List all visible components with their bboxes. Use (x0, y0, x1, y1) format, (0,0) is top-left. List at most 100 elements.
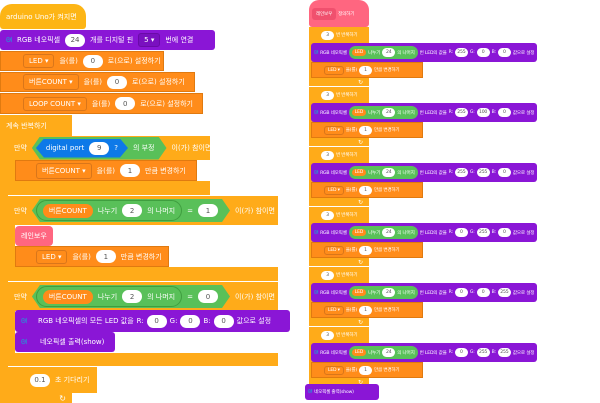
divisor-input[interactable]: 24 (382, 288, 396, 297)
neopixel-connect-block[interactable]: ᘛ RGB 네오픽셀 24 개를 디지털 핀 5 ▾ 번에 연결 (0, 30, 215, 50)
mod-operator[interactable]: LED 나누기 24 의 나머지 (348, 46, 418, 59)
set-button-count-block[interactable]: 버튼COUNT ▾ 을(를) 0 로(으로) 설정하기 (0, 72, 195, 92)
mod-operator[interactable]: 버튼COUNT 나누기 2 의 나머지 (36, 286, 182, 307)
forever-block[interactable]: 계속 반복하기 (0, 115, 72, 136)
neopixel-show-block[interactable]: ᘛ 네오픽셀 출력(show) (15, 332, 115, 352)
value-input[interactable]: 0 (107, 75, 127, 89)
g-input[interactable]: 255 (476, 228, 490, 237)
wait-block[interactable]: 0.1 초 기다리기 (8, 367, 97, 393)
times-input[interactable]: 3 (321, 90, 334, 100)
led-variable[interactable]: LED (351, 289, 367, 296)
g-input[interactable]: 100 (476, 108, 490, 117)
divisor-input[interactable]: 24 (382, 348, 396, 357)
mod-operator[interactable]: LED 나누기 24 의 나머지 (348, 286, 418, 299)
divisor-input[interactable]: 24 (382, 48, 396, 57)
value-input[interactable]: 1 (120, 164, 140, 177)
led-variable[interactable]: LED (351, 49, 367, 56)
mod-operator[interactable]: 버튼COUNT 나누기 2 의 나머지 (36, 200, 182, 221)
neopixel-show-block[interactable]: ᘛ 네오픽셀 출력(show) (305, 384, 379, 400)
count-input[interactable]: 24 (65, 33, 86, 47)
b-input[interactable]: 255 (497, 288, 511, 297)
pin-dropdown[interactable]: 5 ▾ (138, 33, 161, 47)
led-variable[interactable]: LED (351, 349, 367, 356)
var-dropdown[interactable]: LED ▾ (36, 249, 68, 264)
var-dropdown[interactable]: LED ▾ (324, 65, 344, 75)
change-led-block[interactable]: LED ▾ 을(를) 1 만큼 변경하기 (311, 182, 423, 198)
g-input[interactable]: 0 (180, 314, 201, 328)
set-led-color-block[interactable]: ᘛ RGB 네오픽셀 LED 나누기 24 의 나머지 번 LED의 값을 R: 0 G… (311, 343, 538, 362)
if-block-1[interactable]: 만약 digital port 9? 의 부정 이(가) 참이면 (8, 136, 211, 160)
set-led-color-block[interactable]: ᘛ RGB 네오픽셀 LED 나누기 24 의 나머지 번 LED의 값을 R: 255… (311, 103, 538, 122)
g-input[interactable]: 255 (476, 168, 490, 177)
change-led-block[interactable]: LED ▾ 을(를) 1 만큼 변경하기 (311, 362, 423, 378)
change-button-count-block[interactable]: 버튼COUNT ▾ 을(를) 1 만큼 변경하기 (15, 160, 197, 181)
divisor-input[interactable]: 2 (122, 290, 142, 303)
times-input[interactable]: 3 (321, 270, 334, 280)
led-variable[interactable]: LED (351, 229, 367, 236)
times-input[interactable]: 3 (321, 330, 334, 340)
compare-input[interactable]: 1 (198, 204, 218, 217)
set-led-color-block[interactable]: ᘛ RGB 네오픽셀 LED 나누기 24 의 나머지 번 LED의 값을 R: 0 G… (311, 223, 538, 242)
change-led-block[interactable]: LED ▾ 을(를) 1 만큼 변경하기 (311, 122, 423, 138)
value-input[interactable]: 1 (359, 365, 373, 375)
g-input[interactable]: 255 (476, 348, 490, 357)
var-dropdown[interactable]: 버튼COUNT ▾ (36, 162, 92, 179)
change-led-block[interactable]: LED ▾ 을(를) 1 만큼 변경하기 (311, 302, 423, 318)
change-led-block[interactable]: LED ▾ 을(를) 1 만큼 변경하기 (311, 62, 423, 78)
value-input[interactable]: 0 (115, 97, 136, 110)
times-input[interactable]: 3 (321, 30, 334, 40)
times-input[interactable]: 3 (321, 150, 334, 160)
var-dropdown[interactable]: LED ▾ (324, 365, 344, 375)
b-input[interactable]: 0 (497, 108, 511, 117)
if-block-3[interactable]: 만약 버튼COUNT 나누기 2 의 나머지 = 0 이(가) 참이면 (8, 282, 278, 311)
mod-operator[interactable]: LED 나누기 24 의 나머지 (348, 226, 418, 239)
value-input[interactable]: 1 (359, 245, 373, 255)
r-input[interactable]: 255 (454, 168, 468, 177)
divisor-input[interactable]: 2 (122, 204, 142, 217)
port-input[interactable]: 9 (89, 142, 109, 155)
times-input[interactable]: 3 (321, 210, 334, 220)
divisor-input[interactable]: 24 (382, 108, 396, 117)
g-input[interactable]: 0 (476, 288, 490, 297)
b-input[interactable]: 0 (213, 314, 234, 328)
set-led-color-block[interactable]: ᘛ RGB 네오픽셀 LED 나누기 24 의 나머지 번 LED의 값을 R: 255… (311, 43, 538, 62)
value-input[interactable]: 1 (359, 125, 373, 135)
mod-operator[interactable]: LED 나누기 24 의 나머지 (348, 166, 418, 179)
g-input[interactable]: 0 (476, 48, 490, 57)
b-input[interactable]: 0 (497, 48, 511, 57)
r-input[interactable]: 0 (146, 314, 167, 328)
mod-operator[interactable]: LED 나누기 24 의 나머지 (348, 346, 418, 359)
r-input[interactable]: 0 (454, 348, 468, 357)
r-input[interactable]: 255 (454, 108, 468, 117)
when-arduino-starts-hat[interactable]: arduino Uno가 켜지면 (0, 4, 86, 29)
change-led-block[interactable]: LED ▾ 을(를) 1 만큼 변경하기 (15, 246, 169, 267)
var-dropdown[interactable]: LED ▾ (324, 305, 344, 315)
mod-operator[interactable]: LED 나누기 24 의 나머지 (348, 106, 418, 119)
set-all-leds-block[interactable]: ᘛ RGB 네오픽셀의 모든 LED 값을 R: 0 G: 0 B: 0 값으로 설정 (15, 310, 290, 332)
r-input[interactable]: 0 (454, 288, 468, 297)
b-input[interactable]: 255 (497, 348, 511, 357)
divisor-input[interactable]: 24 (382, 168, 396, 177)
b-input[interactable]: 0 (497, 228, 511, 237)
set-loop-count-block[interactable]: LOOP COUNT ▾ 을(를) 0 로(으로) 설정하기 (0, 93, 203, 114)
equals-operator[interactable]: 버튼COUNT 나누기 2 의 나머지 = 0 (32, 285, 230, 308)
set-led-color-block[interactable]: ᘛ RGB 네오픽셀 LED 나누기 24 의 나머지 번 LED의 값을 R: 255… (311, 163, 538, 182)
b-input[interactable]: 0 (497, 168, 511, 177)
value-input[interactable]: 1 (359, 305, 373, 315)
digital-port-sensor[interactable]: digital port 9? (36, 139, 128, 158)
r-input[interactable]: 255 (454, 48, 468, 57)
compare-input[interactable]: 0 (198, 290, 218, 303)
seconds-input[interactable]: 0.1 (30, 373, 50, 387)
button-count-variable[interactable]: 버튼COUNT (43, 204, 93, 218)
var-dropdown[interactable]: LED ▾ (324, 125, 344, 135)
value-input[interactable]: 0 (82, 54, 103, 68)
equals-operator[interactable]: 버튼COUNT 나누기 2 의 나머지 = 1 (32, 199, 230, 222)
var-dropdown[interactable]: LED ▾ (324, 185, 344, 195)
var-dropdown[interactable]: LED ▾ (23, 54, 55, 68)
r-input[interactable]: 0 (454, 228, 468, 237)
set-led-color-block[interactable]: ᘛ RGB 네오픽셀 LED 나누기 24 의 나머지 번 LED의 값을 R: 0 G… (311, 283, 538, 302)
